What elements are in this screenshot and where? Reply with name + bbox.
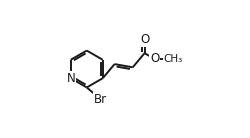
Text: O: O — [140, 33, 149, 46]
Text: N: N — [66, 72, 75, 85]
Text: Br: Br — [94, 93, 107, 106]
Text: O: O — [150, 52, 159, 65]
Text: CH₃: CH₃ — [164, 54, 183, 64]
